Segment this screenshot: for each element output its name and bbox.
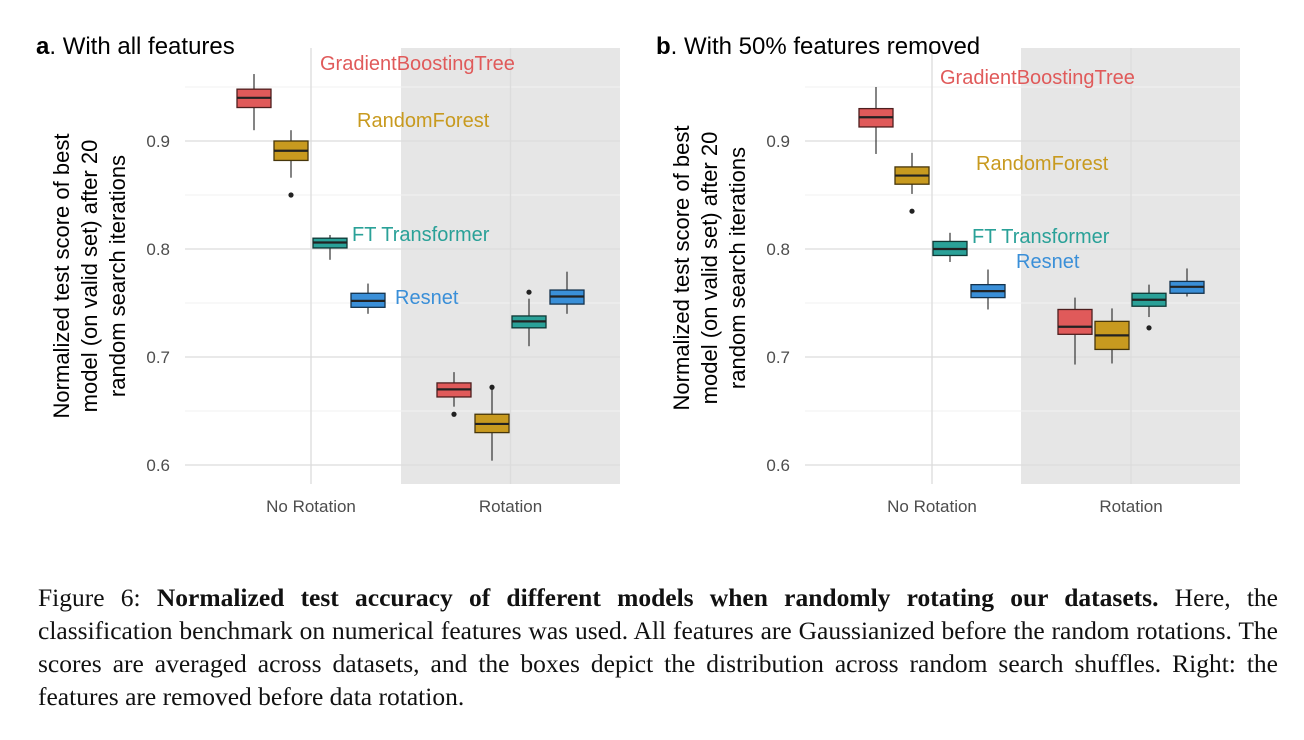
y-axis-label-line-2: model (on valid set) after 20 (77, 140, 102, 413)
box-ft-transformer (511, 289, 547, 347)
series-label: FT Transformer (972, 226, 1110, 248)
outlier-point (526, 289, 532, 295)
x-tick-labels: No Rotation Rotation (266, 497, 542, 516)
box-gradientboostingtree (1057, 297, 1093, 365)
y-tick-label: 0.7 (766, 348, 790, 367)
box-ft-transformer (312, 234, 348, 260)
y-tick-label: 0.7 (146, 348, 170, 367)
box-gradientboostingtree (236, 74, 272, 131)
outlier-point (451, 411, 457, 417)
x-tick-label: No Rotation (887, 497, 977, 516)
box-randomforest (474, 384, 510, 461)
panel-a: 0.6 0.7 0.8 0.9 No Rotation Rotation Gradien… (36, 33, 620, 516)
y-axis-label-line-3: random search iterations (105, 155, 130, 397)
panel-title-text: . With all features (49, 33, 234, 60)
panel-title: a. With all features (36, 33, 235, 60)
box-resnet (1169, 268, 1205, 297)
y-axis-label-line-1: Normalized test score of best (669, 126, 694, 411)
box-ft-transformer (932, 232, 968, 262)
caption-prefix: Figure 6: (38, 583, 157, 612)
box-randomforest (1094, 308, 1130, 364)
y-tick-label: 0.6 (766, 456, 790, 475)
series-label: GradientBoostingTree (940, 67, 1135, 89)
series-label: GradientBoostingTree (320, 53, 515, 75)
y-axis-label-line-2: model (on valid set) after 20 (697, 132, 722, 405)
series-label: FT Transformer (352, 224, 490, 246)
panel-title-text: . With 50% features removed (671, 33, 980, 60)
gridlines (185, 48, 620, 484)
figure-caption: Figure 6: Normalized test accuracy of di… (38, 581, 1278, 713)
y-tick-label: 0.9 (766, 132, 790, 151)
y-tick-labels: 0.6 0.7 0.8 0.9 (146, 132, 170, 475)
panel-letter: a (36, 33, 50, 60)
box-ft-transformer (1131, 284, 1167, 331)
box-iqr (1057, 308, 1093, 335)
box-gradientboostingtree (436, 372, 472, 417)
box-marks (858, 87, 1205, 365)
box-marks (236, 74, 585, 461)
caption-bold-title: Normalized test accuracy of different mo… (156, 583, 1159, 612)
box-gradientboostingtree (858, 87, 894, 154)
box-resnet (350, 283, 386, 314)
y-tick-label: 0.6 (146, 456, 170, 475)
outlier-point (288, 192, 294, 198)
series-label: Resnet (1016, 251, 1080, 273)
x-tick-label: Rotation (479, 497, 542, 516)
y-tick-labels: 0.6 0.7 0.8 0.9 (766, 132, 790, 475)
outlier-point (1146, 325, 1152, 331)
box-randomforest (273, 130, 309, 198)
x-tick-label: Rotation (1099, 497, 1162, 516)
x-tick-label: No Rotation (266, 497, 356, 516)
outlier-point (909, 208, 915, 214)
caption-body: Here, the classification benchmark on nu… (38, 583, 1278, 711)
y-tick-label: 0.8 (146, 240, 170, 259)
panel-b: 0.6 0.7 0.8 0.9 No Rotation Rotation Gradien… (656, 33, 1240, 516)
y-axis-label-line-1: Normalized test score of best (49, 134, 74, 419)
panel-letter: b (656, 33, 671, 60)
series-label: RandomForest (357, 110, 490, 132)
box-randomforest (894, 152, 930, 214)
gridlines (805, 48, 1240, 484)
outlier-point (489, 384, 495, 390)
box-resnet (970, 269, 1006, 310)
series-label: RandomForest (976, 153, 1109, 175)
x-tick-labels: No Rotation Rotation (887, 497, 1163, 516)
series-labels: GradientBoostingTree RandomForest FT Trans… (940, 67, 1135, 273)
y-tick-label: 0.8 (766, 240, 790, 259)
series-labels: GradientBoostingTree RandomForest FT Trans… (320, 53, 515, 309)
series-label: Resnet (395, 287, 459, 309)
panel-title: b. With 50% features removed (656, 33, 980, 60)
box-resnet (549, 271, 585, 314)
figure-6-boxplots: 0.6 0.7 0.8 0.9 No Rotation Rotation Gradien… (36, 33, 1240, 516)
y-axis-label-line-3: random search iterations (725, 147, 750, 389)
y-tick-label: 0.9 (146, 132, 170, 151)
